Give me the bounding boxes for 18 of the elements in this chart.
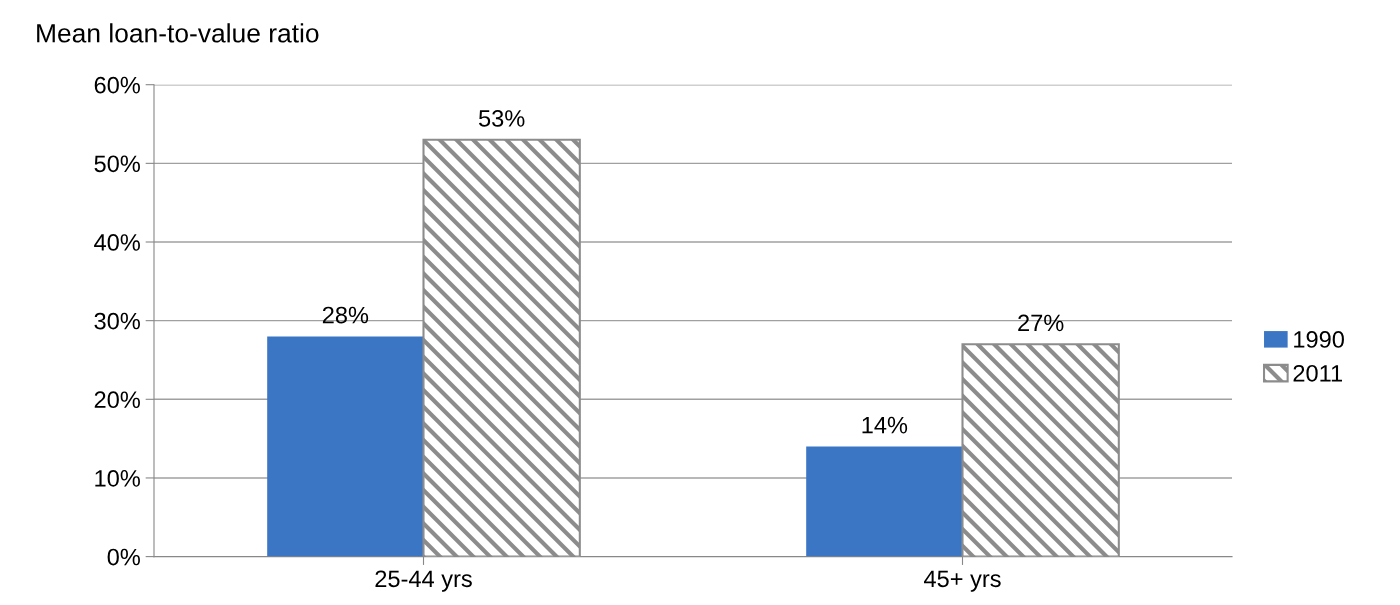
legend-label: 1990 [1294,331,1344,348]
chart-title: Mean loan-to-value ratio [37,23,319,43]
bar [267,336,424,557]
y-tick-label: 0% [107,548,140,566]
text: 28% [322,306,369,324]
text: 53% [478,110,525,127]
x-tick-label: 45+ yrs [924,570,1001,592]
bar [806,446,963,557]
x-tick-label: 25-44 yrs [375,570,472,592]
text: 14% [862,416,908,434]
y-tick-label: 20% [94,391,140,409]
y-tick-label: 40% [94,234,140,251]
y-tick-label: 30% [94,312,140,330]
legend-label: 2011 [1293,364,1342,382]
y-tick-label: 60% [94,76,140,94]
y-tick-label: 10% [95,470,140,487]
y-tick-label: 50% [94,155,140,173]
text: 27% [1018,314,1064,332]
